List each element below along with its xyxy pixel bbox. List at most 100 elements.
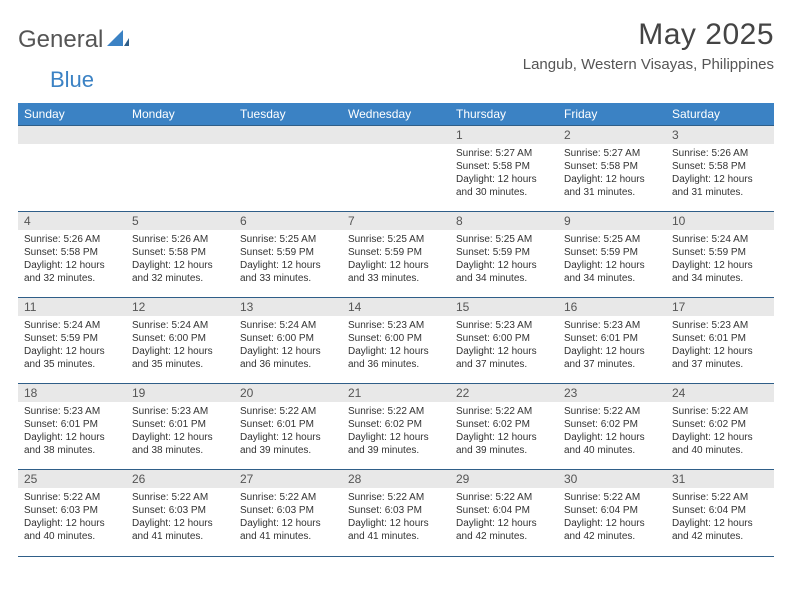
calendar-day-cell: 29Sunrise: 5:22 AMSunset: 6:04 PMDayligh… xyxy=(450,470,558,556)
day-details: Sunrise: 5:23 AMSunset: 6:01 PMDaylight:… xyxy=(18,402,126,461)
day-details: Sunrise: 5:24 AMSunset: 6:00 PMDaylight:… xyxy=(234,316,342,375)
calendar-day-cell: 11Sunrise: 5:24 AMSunset: 5:59 PMDayligh… xyxy=(18,298,126,384)
day-number xyxy=(18,126,126,144)
day-number: 7 xyxy=(342,212,450,230)
day-details: Sunrise: 5:24 AMSunset: 6:00 PMDaylight:… xyxy=(126,316,234,375)
day-details: Sunrise: 5:27 AMSunset: 5:58 PMDaylight:… xyxy=(558,144,666,203)
day-details: Sunrise: 5:22 AMSunset: 6:03 PMDaylight:… xyxy=(234,488,342,547)
day-details: Sunrise: 5:22 AMSunset: 6:02 PMDaylight:… xyxy=(342,402,450,461)
calendar-day-cell xyxy=(234,126,342,212)
day-details: Sunrise: 5:24 AMSunset: 5:59 PMDaylight:… xyxy=(666,230,774,289)
calendar-day-cell: 9Sunrise: 5:25 AMSunset: 5:59 PMDaylight… xyxy=(558,212,666,298)
day-number: 10 xyxy=(666,212,774,230)
day-number: 13 xyxy=(234,298,342,316)
calendar-day-cell: 8Sunrise: 5:25 AMSunset: 5:59 PMDaylight… xyxy=(450,212,558,298)
logo-text-blue: Blue xyxy=(50,67,94,92)
calendar-day-cell: 24Sunrise: 5:22 AMSunset: 6:02 PMDayligh… xyxy=(666,384,774,470)
calendar-week-row: 11Sunrise: 5:24 AMSunset: 5:59 PMDayligh… xyxy=(18,298,774,384)
calendar-day-cell: 31Sunrise: 5:22 AMSunset: 6:04 PMDayligh… xyxy=(666,470,774,556)
day-number: 9 xyxy=(558,212,666,230)
day-details: Sunrise: 5:26 AMSunset: 5:58 PMDaylight:… xyxy=(18,230,126,289)
calendar-day-cell: 16Sunrise: 5:23 AMSunset: 6:01 PMDayligh… xyxy=(558,298,666,384)
calendar-day-cell: 17Sunrise: 5:23 AMSunset: 6:01 PMDayligh… xyxy=(666,298,774,384)
day-number: 17 xyxy=(666,298,774,316)
calendar-day-cell: 13Sunrise: 5:24 AMSunset: 6:00 PMDayligh… xyxy=(234,298,342,384)
day-number: 16 xyxy=(558,298,666,316)
day-number: 1 xyxy=(450,126,558,144)
day-number: 26 xyxy=(126,470,234,488)
calendar-day-cell: 10Sunrise: 5:24 AMSunset: 5:59 PMDayligh… xyxy=(666,212,774,298)
day-number: 2 xyxy=(558,126,666,144)
weekday-header: Saturday xyxy=(666,103,774,126)
calendar-day-cell xyxy=(342,126,450,212)
calendar-week-row: 1Sunrise: 5:27 AMSunset: 5:58 PMDaylight… xyxy=(18,126,774,212)
calendar-day-cell: 15Sunrise: 5:23 AMSunset: 6:00 PMDayligh… xyxy=(450,298,558,384)
bottom-rule xyxy=(18,556,774,557)
day-number: 27 xyxy=(234,470,342,488)
weekday-header: Friday xyxy=(558,103,666,126)
calendar-page: General May 2025 Langub, Western Visayas… xyxy=(0,0,792,567)
day-details: Sunrise: 5:23 AMSunset: 6:00 PMDaylight:… xyxy=(450,316,558,375)
weekday-header: Monday xyxy=(126,103,234,126)
calendar-day-cell xyxy=(126,126,234,212)
day-number: 19 xyxy=(126,384,234,402)
calendar-day-cell: 3Sunrise: 5:26 AMSunset: 5:58 PMDaylight… xyxy=(666,126,774,212)
calendar-day-cell: 26Sunrise: 5:22 AMSunset: 6:03 PMDayligh… xyxy=(126,470,234,556)
weekday-header: Sunday xyxy=(18,103,126,126)
day-details: Sunrise: 5:22 AMSunset: 6:04 PMDaylight:… xyxy=(450,488,558,547)
logo: General xyxy=(18,18,131,54)
calendar-day-cell: 25Sunrise: 5:22 AMSunset: 6:03 PMDayligh… xyxy=(18,470,126,556)
day-number: 18 xyxy=(18,384,126,402)
calendar-day-cell: 12Sunrise: 5:24 AMSunset: 6:00 PMDayligh… xyxy=(126,298,234,384)
day-details: Sunrise: 5:22 AMSunset: 6:02 PMDaylight:… xyxy=(450,402,558,461)
calendar-day-cell: 1Sunrise: 5:27 AMSunset: 5:58 PMDaylight… xyxy=(450,126,558,212)
day-details: Sunrise: 5:25 AMSunset: 5:59 PMDaylight:… xyxy=(558,230,666,289)
day-number: 20 xyxy=(234,384,342,402)
day-number: 3 xyxy=(666,126,774,144)
calendar-day-cell: 30Sunrise: 5:22 AMSunset: 6:04 PMDayligh… xyxy=(558,470,666,556)
day-details: Sunrise: 5:22 AMSunset: 6:02 PMDaylight:… xyxy=(666,402,774,461)
calendar-day-cell: 22Sunrise: 5:22 AMSunset: 6:02 PMDayligh… xyxy=(450,384,558,470)
calendar-week-row: 4Sunrise: 5:26 AMSunset: 5:58 PMDaylight… xyxy=(18,212,774,298)
logo-sail-icon xyxy=(107,29,129,52)
weekday-header: Wednesday xyxy=(342,103,450,126)
day-number: 15 xyxy=(450,298,558,316)
day-number: 12 xyxy=(126,298,234,316)
day-details: Sunrise: 5:26 AMSunset: 5:58 PMDaylight:… xyxy=(666,144,774,203)
day-number: 29 xyxy=(450,470,558,488)
calendar-day-cell xyxy=(18,126,126,212)
day-details: Sunrise: 5:22 AMSunset: 6:01 PMDaylight:… xyxy=(234,402,342,461)
day-details: Sunrise: 5:23 AMSunset: 6:01 PMDaylight:… xyxy=(558,316,666,375)
calendar-day-cell: 19Sunrise: 5:23 AMSunset: 6:01 PMDayligh… xyxy=(126,384,234,470)
calendar-day-cell: 28Sunrise: 5:22 AMSunset: 6:03 PMDayligh… xyxy=(342,470,450,556)
calendar-day-cell: 7Sunrise: 5:25 AMSunset: 5:59 PMDaylight… xyxy=(342,212,450,298)
calendar-day-cell: 5Sunrise: 5:26 AMSunset: 5:58 PMDaylight… xyxy=(126,212,234,298)
logo-text-general: General xyxy=(18,26,103,54)
day-number: 25 xyxy=(18,470,126,488)
day-number: 31 xyxy=(666,470,774,488)
day-number: 22 xyxy=(450,384,558,402)
calendar-day-cell: 14Sunrise: 5:23 AMSunset: 6:00 PMDayligh… xyxy=(342,298,450,384)
day-details: Sunrise: 5:22 AMSunset: 6:03 PMDaylight:… xyxy=(126,488,234,547)
day-number: 21 xyxy=(342,384,450,402)
day-number: 11 xyxy=(18,298,126,316)
calendar-day-cell: 2Sunrise: 5:27 AMSunset: 5:58 PMDaylight… xyxy=(558,126,666,212)
calendar-day-cell: 18Sunrise: 5:23 AMSunset: 6:01 PMDayligh… xyxy=(18,384,126,470)
day-details: Sunrise: 5:24 AMSunset: 5:59 PMDaylight:… xyxy=(18,316,126,375)
day-details: Sunrise: 5:27 AMSunset: 5:58 PMDaylight:… xyxy=(450,144,558,203)
day-number: 23 xyxy=(558,384,666,402)
weekday-header: Thursday xyxy=(450,103,558,126)
calendar-day-cell: 21Sunrise: 5:22 AMSunset: 6:02 PMDayligh… xyxy=(342,384,450,470)
day-details: Sunrise: 5:25 AMSunset: 5:59 PMDaylight:… xyxy=(234,230,342,289)
calendar-table: SundayMondayTuesdayWednesdayThursdayFrid… xyxy=(18,103,774,556)
weekday-header-row: SundayMondayTuesdayWednesdayThursdayFrid… xyxy=(18,103,774,126)
month-title: May 2025 xyxy=(523,18,774,52)
day-number: 24 xyxy=(666,384,774,402)
day-number: 5 xyxy=(126,212,234,230)
day-details: Sunrise: 5:22 AMSunset: 6:04 PMDaylight:… xyxy=(558,488,666,547)
day-details: Sunrise: 5:22 AMSunset: 6:02 PMDaylight:… xyxy=(558,402,666,461)
calendar-week-row: 25Sunrise: 5:22 AMSunset: 6:03 PMDayligh… xyxy=(18,470,774,556)
day-details: Sunrise: 5:22 AMSunset: 6:03 PMDaylight:… xyxy=(342,488,450,547)
day-details: Sunrise: 5:26 AMSunset: 5:58 PMDaylight:… xyxy=(126,230,234,289)
day-details: Sunrise: 5:22 AMSunset: 6:03 PMDaylight:… xyxy=(18,488,126,547)
